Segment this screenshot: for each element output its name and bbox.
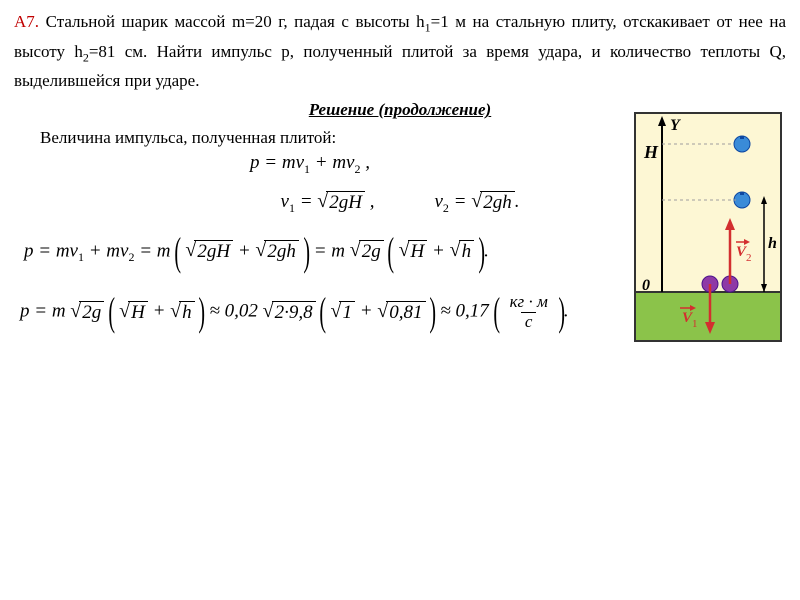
physics-diagram: Y H h 0 V 2 V 1 [634,112,782,342]
svg-text:2: 2 [746,252,752,264]
formula-v1: v1 = √2gH , [281,191,375,216]
problem-statement: А7. Стальной шарик массой m=20 г, падая … [0,0,800,94]
svg-text:0: 0 [642,277,650,294]
problem-number: А7. [14,12,39,31]
formula-v2: v2 = √2gh. [434,191,519,216]
problem-text-3: =81 см. Найти импульс p, полученный плит… [14,42,786,91]
diagram-svg: Y H h 0 V 2 V 1 [636,114,780,340]
svg-text:h: h [768,235,777,252]
svg-text:1: 1 [692,318,698,330]
problem-text-1: Стальной шарик массой m=20 г, падая с вы… [46,12,425,31]
svg-text:H: H [643,142,659,162]
svg-text:Y: Y [670,117,681,134]
